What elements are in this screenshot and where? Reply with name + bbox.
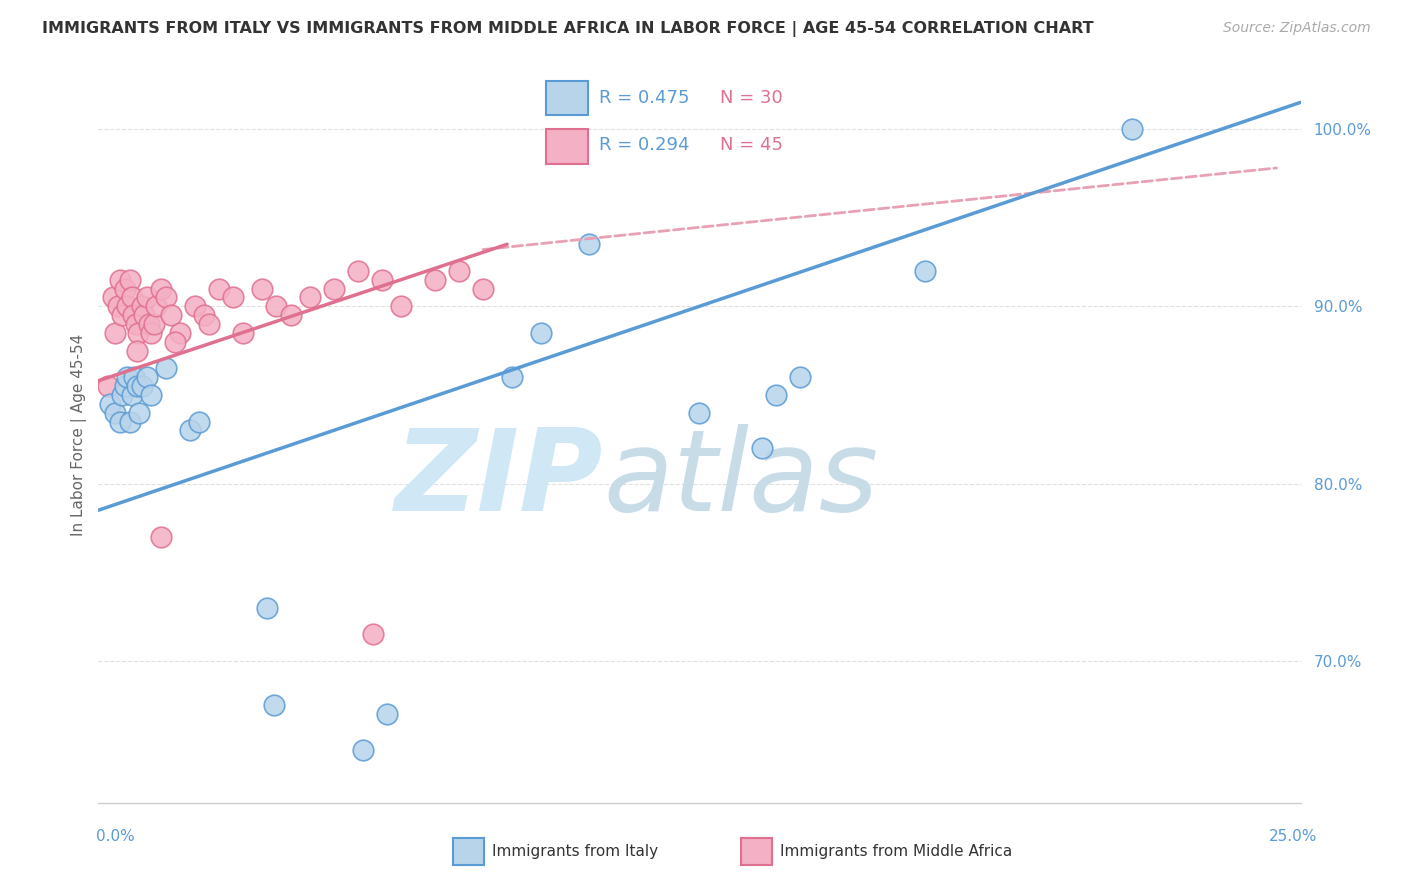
Point [124, 370, 146, 384]
Point [111, 308, 134, 322]
Point [472, 281, 495, 295]
Point [688, 406, 710, 420]
Text: R = 0.475: R = 0.475 [599, 89, 689, 107]
Point [263, 698, 285, 713]
FancyBboxPatch shape [546, 80, 588, 115]
Point [97, 379, 120, 393]
Point [193, 308, 215, 322]
Point [447, 264, 470, 278]
Text: Immigrants from Middle Africa: Immigrants from Middle Africa [780, 845, 1012, 859]
Text: atlas: atlas [603, 424, 879, 534]
Point [131, 299, 153, 313]
Point [751, 441, 773, 455]
Point [138, 317, 160, 331]
Point [132, 308, 155, 322]
Text: Source: ZipAtlas.com: Source: ZipAtlas.com [1223, 21, 1371, 35]
Point [222, 290, 245, 304]
Point [352, 742, 374, 756]
Point [149, 530, 172, 544]
Point [117, 370, 139, 384]
Point [117, 299, 139, 313]
Point [101, 290, 124, 304]
Point [208, 281, 231, 295]
Point [179, 424, 201, 438]
Point [127, 326, 149, 340]
Point [183, 299, 205, 313]
Point [145, 299, 167, 313]
Point [347, 264, 370, 278]
Point [530, 326, 553, 340]
Text: N = 45: N = 45 [720, 136, 783, 154]
Point [501, 370, 523, 384]
Point [169, 326, 191, 340]
Point [323, 281, 346, 295]
Point [100, 397, 122, 411]
Point [361, 627, 384, 641]
Point [121, 388, 143, 402]
Point [114, 379, 136, 393]
Point [118, 273, 141, 287]
Point [155, 361, 177, 376]
Point [122, 308, 145, 322]
Point [188, 415, 211, 429]
Point [114, 281, 136, 295]
Point [118, 415, 141, 429]
Point [111, 388, 134, 402]
Point [256, 600, 278, 615]
Text: ZIP: ZIP [395, 424, 603, 534]
Point [121, 290, 143, 304]
FancyBboxPatch shape [546, 128, 588, 163]
Text: 25.0%: 25.0% [1270, 830, 1317, 844]
Point [789, 370, 811, 384]
Text: IMMIGRANTS FROM ITALY VS IMMIGRANTS FROM MIDDLE AFRICA IN LABOR FORCE | AGE 45-5: IMMIGRANTS FROM ITALY VS IMMIGRANTS FROM… [42, 21, 1094, 37]
Point [125, 379, 148, 393]
Y-axis label: In Labor Force | Age 45-54: In Labor Force | Age 45-54 [72, 334, 87, 536]
Point [131, 379, 153, 393]
Point [389, 299, 412, 313]
Point [423, 273, 446, 287]
Point [135, 290, 157, 304]
Point [914, 264, 936, 278]
Text: R = 0.294: R = 0.294 [599, 136, 689, 154]
Point [1121, 122, 1143, 136]
Point [765, 388, 787, 402]
Point [104, 406, 127, 420]
Point [578, 237, 600, 252]
Point [142, 317, 165, 331]
Point [232, 326, 254, 340]
Text: 0.0%: 0.0% [96, 830, 135, 844]
Point [266, 299, 288, 313]
Point [375, 707, 398, 722]
Point [298, 290, 321, 304]
Point [128, 406, 150, 420]
Point [104, 326, 127, 340]
Point [108, 273, 131, 287]
Point [141, 388, 163, 402]
Point [149, 281, 172, 295]
Point [125, 343, 148, 358]
Point [371, 273, 394, 287]
Point [155, 290, 177, 304]
Text: Immigrants from Italy: Immigrants from Italy [492, 845, 658, 859]
Point [198, 317, 221, 331]
Point [159, 308, 181, 322]
Point [165, 334, 187, 349]
Point [107, 299, 129, 313]
Text: N = 30: N = 30 [720, 89, 783, 107]
Point [250, 281, 273, 295]
Point [280, 308, 302, 322]
Point [135, 370, 157, 384]
Point [108, 415, 131, 429]
Point [125, 317, 148, 331]
Point [141, 326, 163, 340]
